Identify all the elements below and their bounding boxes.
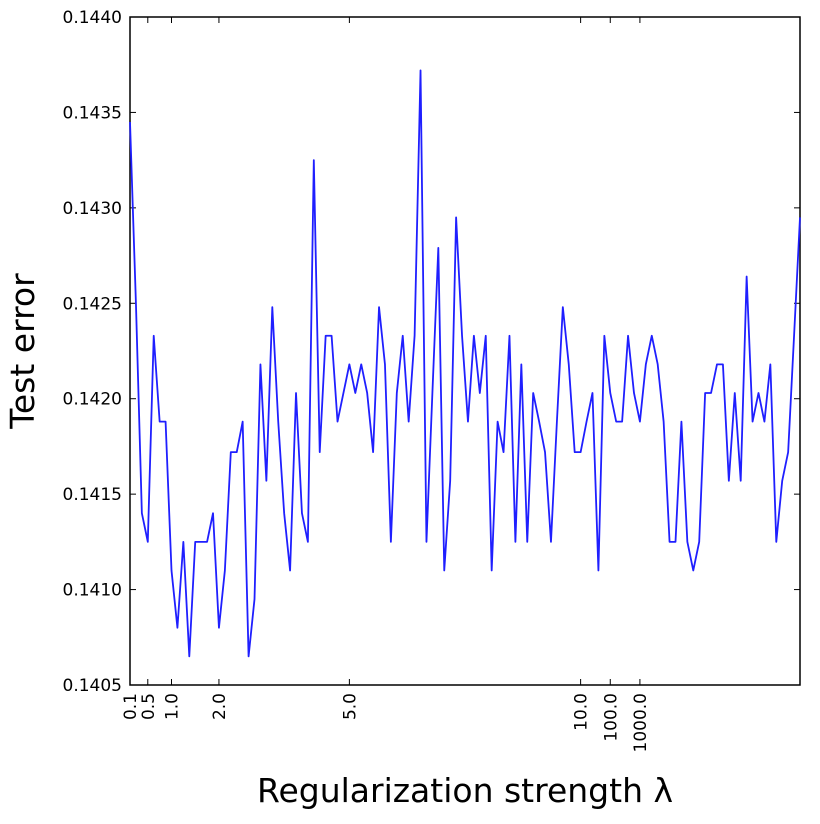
y-tick-label: 0.1440 (63, 8, 122, 28)
y-tick-label: 0.1430 (63, 199, 122, 219)
y-tick-label: 0.1405 (63, 676, 122, 696)
x-tick-label: 1000.0 (631, 693, 651, 752)
test-error-line (129, 69, 801, 658)
y-tick-label: 0.1420 (63, 390, 122, 410)
x-tick-label: 0.5 (139, 693, 159, 720)
y-axis-label: Test error (3, 273, 42, 430)
y-tick-label: 0.1410 (63, 581, 122, 601)
x-tick-label: 100.0 (601, 693, 621, 742)
y-tick-label: 0.1425 (63, 294, 122, 314)
plot-frame (129, 16, 801, 686)
x-tick-label: 0.1 (121, 693, 141, 720)
y-tick-label: 0.1435 (63, 103, 122, 123)
x-axis-ticks: 0.10.5 1.0 2.0 5.0 10.0 100.0 1000.0 (121, 17, 651, 752)
x-tick-label: 2.0 (210, 693, 230, 720)
y-tick-label: 0.1415 (63, 485, 122, 505)
x-tick-label: 1.0 (163, 693, 183, 720)
y-axis-ticks: 0.1405 0.1410 0.1415 0.1420 0.1425 0.1430 0.14… (63, 8, 800, 696)
x-tick-label: 5.0 (340, 693, 360, 720)
x-tick-label: 10.0 (572, 693, 592, 731)
x-axis-label: Regularization strength λ (257, 771, 673, 810)
